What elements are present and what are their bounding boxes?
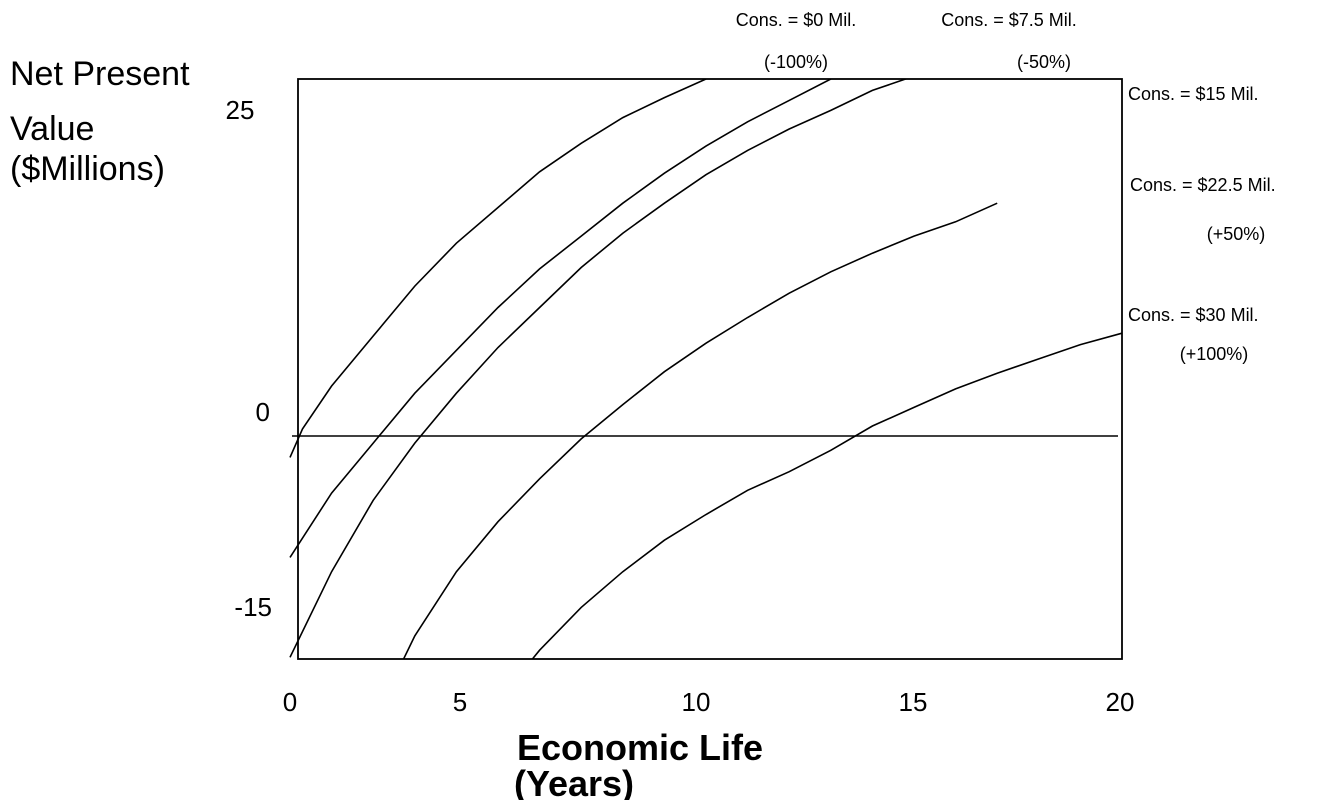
x-axis-label-line-1: Economic Life	[517, 727, 763, 768]
y-axis-label-line-1: Net Present	[10, 55, 190, 93]
series-line-3	[402, 202, 998, 659]
series-line-2	[289, 79, 909, 658]
series-label-2: Cons. = $15 Mil.	[1128, 84, 1259, 104]
plot-area	[297, 78, 1123, 660]
series-pct-4: (+100%)	[1180, 344, 1249, 364]
series-label-1: Cons. = $7.5 Mil.	[941, 10, 1077, 30]
series-line-1	[289, 79, 832, 558]
y-tick-label--15: -15	[234, 592, 272, 622]
series-pct-3: (+50%)	[1207, 224, 1266, 244]
y-tick-label-0: 0	[256, 397, 270, 427]
tick-labels: 0 5 10 15 20 25 0 -15	[226, 95, 1135, 717]
x-axis-label-line-2: (Years)	[514, 763, 634, 800]
series-curves	[289, 79, 1123, 659]
y-axis-label-line-3: ($Millions)	[10, 150, 165, 188]
x-tick-label-5: 5	[453, 687, 467, 717]
series-line-4	[531, 332, 1123, 659]
series-pct-1: (-50%)	[1017, 52, 1071, 72]
series-label-0: Cons. = $0 Mil.	[736, 10, 857, 30]
y-axis-label-line-2: Value	[10, 110, 94, 148]
series-label-4: Cons. = $30 Mil.	[1128, 305, 1259, 325]
series-pct-0: (-100%)	[764, 52, 828, 72]
series-label-3: Cons. = $22.5 Mil.	[1130, 175, 1276, 195]
y-tick-label-25: 25	[226, 95, 255, 125]
x-tick-label-10: 10	[682, 687, 711, 717]
series-line-0	[289, 79, 707, 458]
x-tick-label-20: 20	[1106, 687, 1135, 717]
x-tick-label-0: 0	[283, 687, 297, 717]
x-tick-label-15: 15	[899, 687, 928, 717]
